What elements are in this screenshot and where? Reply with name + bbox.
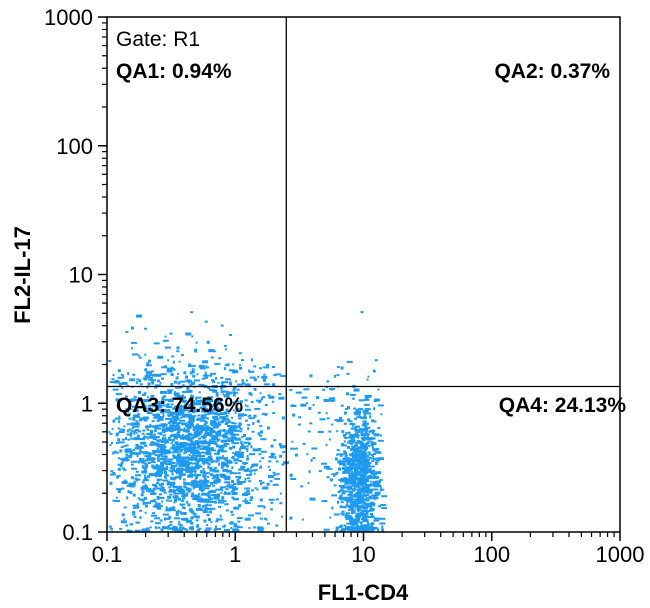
x-tick-label: 1000 <box>596 542 645 567</box>
quadrant-label-qa3: QA3: 74.56% <box>116 394 244 417</box>
y-axis-title: FL2-IL-17 <box>10 226 35 324</box>
y-tick-label: 100 <box>56 134 93 159</box>
quadrant-label-qa4: QA4: 24.13% <box>499 394 627 417</box>
quadrant-label-qa1: QA1: 0.94% <box>116 60 232 83</box>
plot-labels: Gate: R1 QA1: 0.94% QA2: 0.37% QA3: 74.5… <box>10 28 626 605</box>
x-tick-label: 10 <box>351 542 375 567</box>
y-tick-label: 1 <box>81 391 93 416</box>
gate-label: Gate: R1 <box>116 28 200 51</box>
x-tick-label: 0.1 <box>92 542 123 567</box>
quadrant-gate-lines <box>107 17 620 532</box>
scatter-points <box>108 311 388 533</box>
x-tick-label: 100 <box>473 542 510 567</box>
x-axis-title: FL1-CD4 <box>318 580 409 605</box>
y-tick-label: 1000 <box>44 5 93 30</box>
quadrant-label-qa2: QA2: 0.37% <box>494 60 610 83</box>
y-tick-label: 0.1 <box>62 520 93 545</box>
x-tick-label: 1 <box>229 542 241 567</box>
y-tick-label: 10 <box>69 263 93 288</box>
axes: 0.1 1 10 100 1000 0.1 1 10 100 1000 <box>44 5 644 567</box>
